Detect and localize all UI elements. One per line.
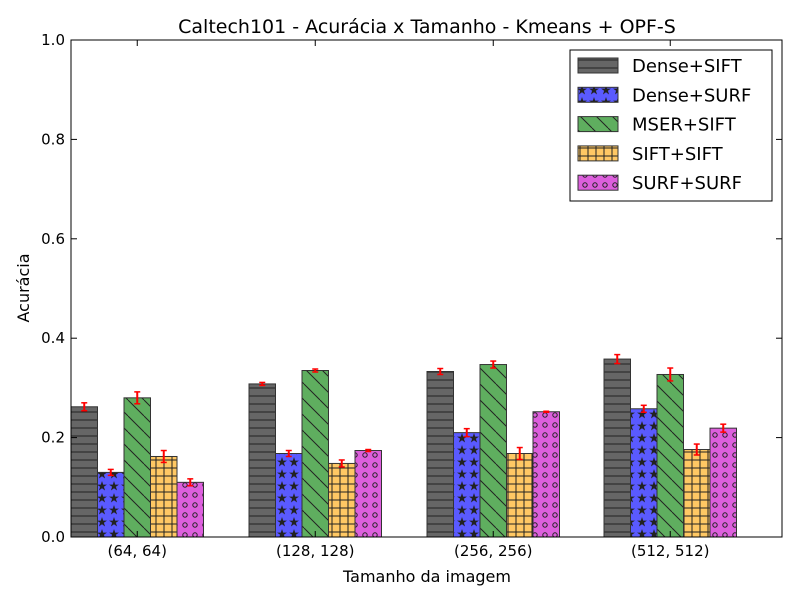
bar-hatch-2-1 <box>301 370 329 538</box>
bar-hatch-0-1 <box>248 383 276 538</box>
x-tick-label-2: (256, 256) <box>454 542 533 560</box>
legend-label-3: SIFT+SIFT <box>632 144 724 165</box>
x-axis: (64, 64) (128, 128) (256, 256) (512, 512) <box>108 40 710 560</box>
legend-swatch-hatch-1 <box>577 86 619 103</box>
y-axis: 0.0 0.2 0.4 0.6 0.8 1.0 <box>41 31 782 546</box>
legend: Dense+SIFT Dense+SURF MSER+SIFT SIFT+SIFT SU… <box>569 49 773 202</box>
legend-label-2: MSER+SIFT <box>632 115 737 136</box>
bar-hatch-3-1 <box>328 462 356 538</box>
y-tick-label-3: 0.6 <box>41 230 65 248</box>
bar-hatch-4-1 <box>354 450 382 538</box>
legend-label-1: Dense+SURF <box>632 85 751 106</box>
bar-hatch-2-3 <box>656 373 684 538</box>
bar-hatch-3-3 <box>683 449 711 538</box>
legend-swatch-hatch-3 <box>577 145 619 162</box>
y-tick-label-1: 0.2 <box>41 429 65 447</box>
bar-hatch-0-0 <box>70 406 98 538</box>
x-tick-label-1: (128, 128) <box>276 542 355 560</box>
y-tick-label-4: 0.8 <box>41 130 65 148</box>
bar-hatch-2-2 <box>479 364 507 538</box>
bar-hatch-1-3 <box>630 408 658 538</box>
y-axis-label: Acurácia <box>14 253 33 322</box>
bar-hatch-4-2 <box>532 411 560 538</box>
y-tick-label-2: 0.4 <box>41 329 65 347</box>
x-tick-label-0: (64, 64) <box>108 542 167 560</box>
bar-hatch-3-2 <box>506 453 534 538</box>
bar-hatch-4-0 <box>176 481 204 538</box>
y-tick-label-0: 0.0 <box>41 528 65 546</box>
y-tick-label-5: 1.0 <box>41 31 65 49</box>
bar-hatch-3-0 <box>150 455 178 538</box>
plot-area <box>70 39 783 538</box>
legend-label-0: Dense+SIFT <box>632 56 743 77</box>
bar-hatch-4-3 <box>709 427 737 538</box>
x-axis-label: Tamanho da imagem <box>342 567 511 586</box>
error-bars-layer <box>81 353 727 487</box>
legend-swatch-hatch-2 <box>577 116 619 133</box>
bar-hatch-1-2 <box>453 432 481 538</box>
bar-hatch-1-0 <box>97 471 125 538</box>
bar-hatch-2-0 <box>123 397 151 538</box>
chart-title: Caltech101 - Acurácia x Tamanho - Kmeans… <box>178 16 676 38</box>
bar-hatch-0-3 <box>603 358 631 538</box>
legend-label-4: SURF+SURF <box>632 173 742 194</box>
bars-layer <box>70 358 737 538</box>
legend-swatch-hatch-4 <box>577 174 619 191</box>
x-tick-label-3: (512, 512) <box>631 542 710 560</box>
bar-hatch-1-1 <box>275 453 303 538</box>
bar-hatch-0-2 <box>426 370 454 538</box>
legend-swatch-hatch-0 <box>577 57 619 74</box>
